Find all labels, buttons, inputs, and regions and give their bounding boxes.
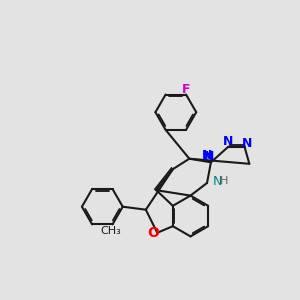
- Text: F: F: [182, 82, 190, 96]
- Text: N: N: [202, 149, 212, 162]
- Text: O: O: [147, 226, 159, 240]
- Text: CH₃: CH₃: [101, 226, 122, 236]
- Text: N: N: [242, 137, 253, 150]
- Text: H: H: [220, 176, 228, 187]
- Text: N: N: [204, 150, 214, 164]
- Text: N: N: [223, 135, 233, 148]
- Text: N: N: [213, 175, 222, 188]
